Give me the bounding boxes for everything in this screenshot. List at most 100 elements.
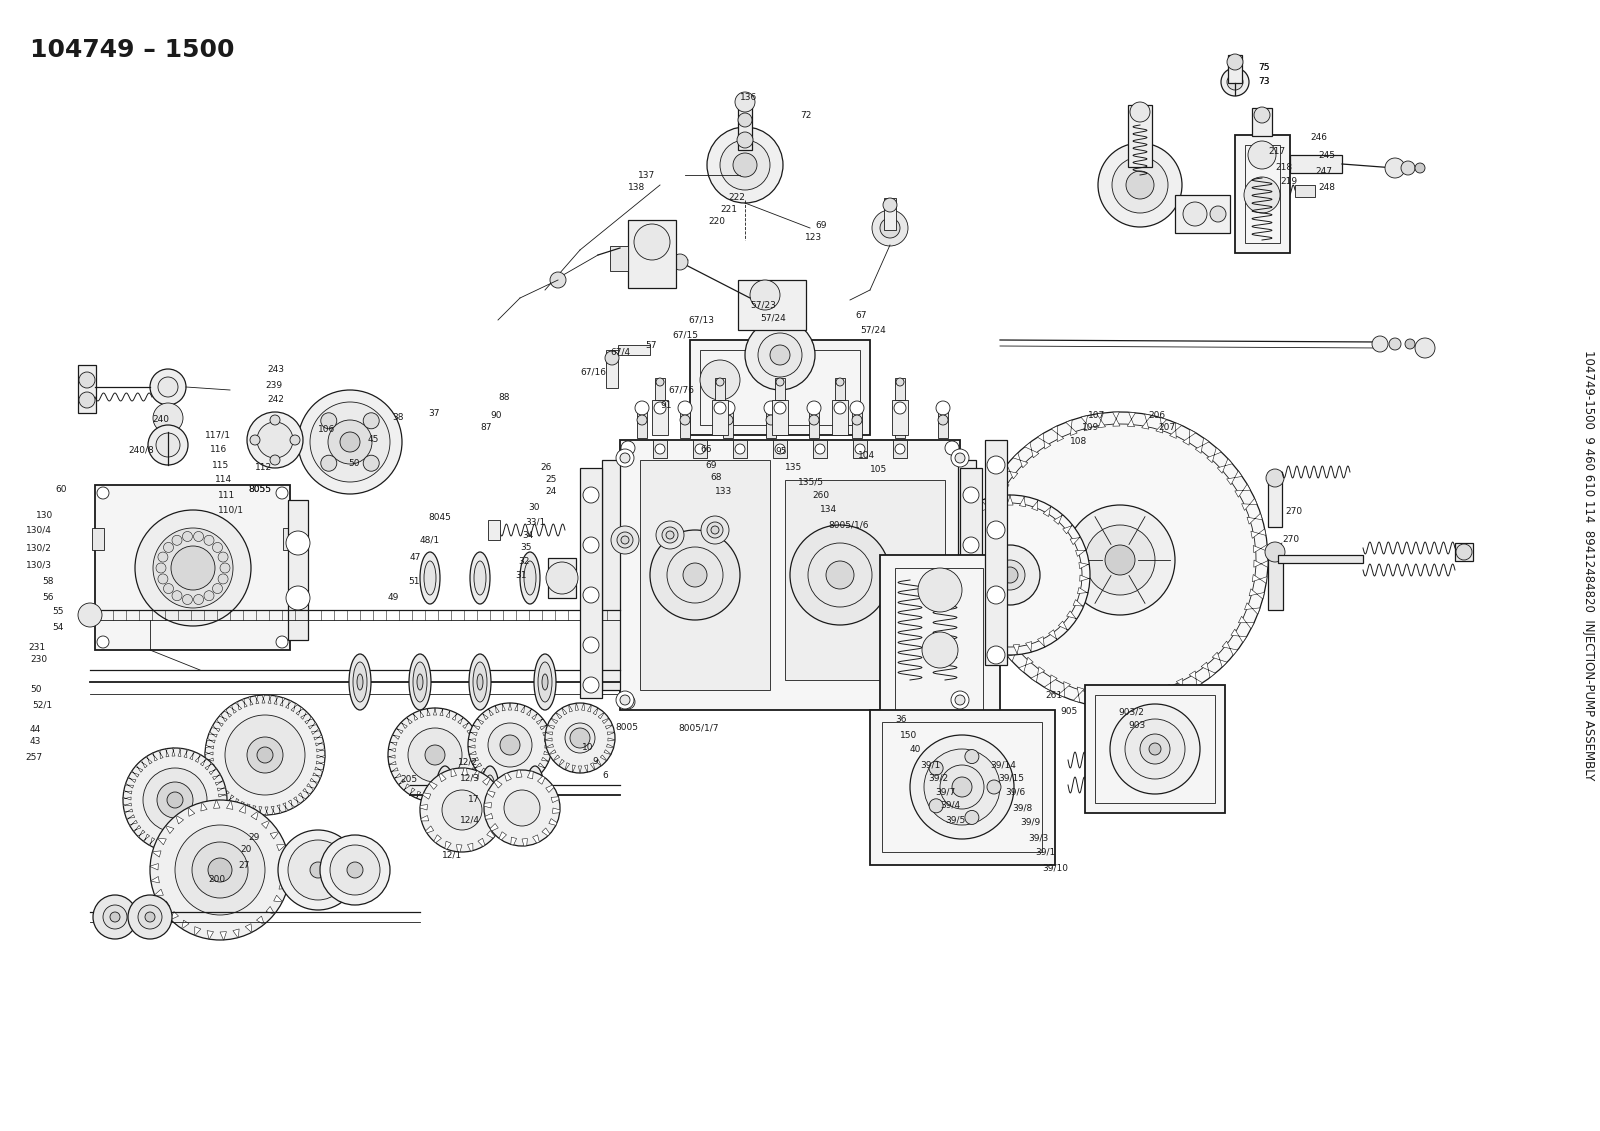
Polygon shape: [474, 725, 480, 729]
Circle shape: [835, 378, 845, 386]
Polygon shape: [590, 762, 595, 770]
Polygon shape: [558, 759, 565, 766]
Circle shape: [963, 537, 979, 553]
Polygon shape: [176, 815, 184, 823]
Polygon shape: [1048, 630, 1058, 640]
Polygon shape: [126, 814, 134, 820]
Ellipse shape: [419, 552, 440, 604]
Circle shape: [694, 444, 706, 454]
Polygon shape: [939, 537, 950, 545]
Bar: [1085, 685, 1226, 813]
Polygon shape: [251, 811, 258, 820]
Text: 31: 31: [515, 571, 526, 580]
Polygon shape: [1037, 433, 1051, 449]
Circle shape: [1130, 102, 1150, 122]
Bar: [654, 378, 666, 400]
Polygon shape: [512, 779, 515, 787]
Polygon shape: [274, 896, 283, 901]
Bar: [893, 400, 909, 435]
Polygon shape: [1242, 499, 1258, 510]
Circle shape: [98, 636, 109, 648]
Polygon shape: [152, 753, 157, 761]
Polygon shape: [235, 701, 242, 710]
Ellipse shape: [474, 561, 486, 595]
Text: 48/1: 48/1: [419, 535, 440, 544]
Polygon shape: [165, 826, 174, 834]
Text: 47: 47: [410, 553, 421, 562]
Polygon shape: [1253, 545, 1267, 553]
Circle shape: [1149, 743, 1162, 756]
Polygon shape: [221, 932, 227, 940]
Polygon shape: [150, 864, 158, 870]
Polygon shape: [952, 621, 962, 631]
Polygon shape: [973, 568, 987, 576]
Text: 54: 54: [51, 623, 64, 632]
Bar: [774, 378, 786, 400]
Text: 39/10: 39/10: [1042, 863, 1069, 872]
Circle shape: [158, 552, 168, 562]
Polygon shape: [136, 766, 142, 772]
Text: 270: 270: [1285, 508, 1302, 517]
Ellipse shape: [349, 654, 371, 710]
Circle shape: [1402, 161, 1414, 175]
Bar: [786, 480, 946, 680]
Polygon shape: [982, 610, 998, 622]
Circle shape: [504, 789, 541, 826]
Polygon shape: [192, 839, 198, 847]
Polygon shape: [989, 623, 1005, 636]
Text: 903: 903: [1128, 720, 1146, 729]
Circle shape: [1002, 567, 1018, 582]
Text: 903/2: 903/2: [1118, 708, 1144, 717]
Text: 39/14: 39/14: [990, 760, 1016, 769]
Polygon shape: [469, 774, 475, 779]
Circle shape: [147, 425, 189, 465]
Polygon shape: [128, 777, 136, 783]
Polygon shape: [1176, 679, 1189, 694]
Polygon shape: [942, 611, 954, 620]
Polygon shape: [293, 796, 301, 805]
Polygon shape: [594, 708, 598, 715]
Text: 29: 29: [248, 834, 259, 843]
Bar: [813, 440, 827, 458]
Polygon shape: [538, 776, 546, 784]
Polygon shape: [472, 768, 478, 772]
Polygon shape: [605, 725, 613, 729]
Circle shape: [1125, 719, 1186, 779]
Text: 9: 9: [592, 758, 598, 767]
Circle shape: [387, 708, 482, 802]
Polygon shape: [1026, 641, 1032, 653]
Text: 39/9: 39/9: [1021, 818, 1040, 827]
Bar: [738, 95, 752, 150]
Polygon shape: [454, 788, 461, 795]
Polygon shape: [389, 761, 397, 765]
Circle shape: [930, 495, 1090, 655]
Bar: [851, 411, 862, 438]
Text: 239: 239: [266, 380, 282, 389]
Polygon shape: [504, 772, 512, 782]
Polygon shape: [494, 780, 502, 788]
Polygon shape: [1230, 629, 1246, 642]
Polygon shape: [309, 723, 317, 729]
Circle shape: [952, 777, 973, 797]
Polygon shape: [981, 500, 989, 510]
Bar: [870, 710, 1054, 865]
Polygon shape: [397, 728, 403, 734]
Text: 116: 116: [210, 446, 227, 455]
Circle shape: [925, 749, 1000, 824]
Polygon shape: [280, 857, 290, 864]
Circle shape: [157, 563, 166, 573]
Text: 270: 270: [1282, 535, 1299, 544]
Circle shape: [110, 912, 120, 922]
Ellipse shape: [482, 766, 499, 814]
Polygon shape: [218, 786, 226, 793]
Circle shape: [987, 646, 1005, 664]
Polygon shape: [270, 831, 278, 839]
Polygon shape: [608, 739, 614, 741]
Circle shape: [277, 636, 288, 648]
Text: 8005: 8005: [614, 724, 638, 733]
Text: 49: 49: [387, 594, 400, 603]
Polygon shape: [482, 714, 488, 719]
Text: 206: 206: [1149, 411, 1165, 420]
Text: 69: 69: [706, 460, 717, 469]
Bar: [712, 400, 728, 435]
